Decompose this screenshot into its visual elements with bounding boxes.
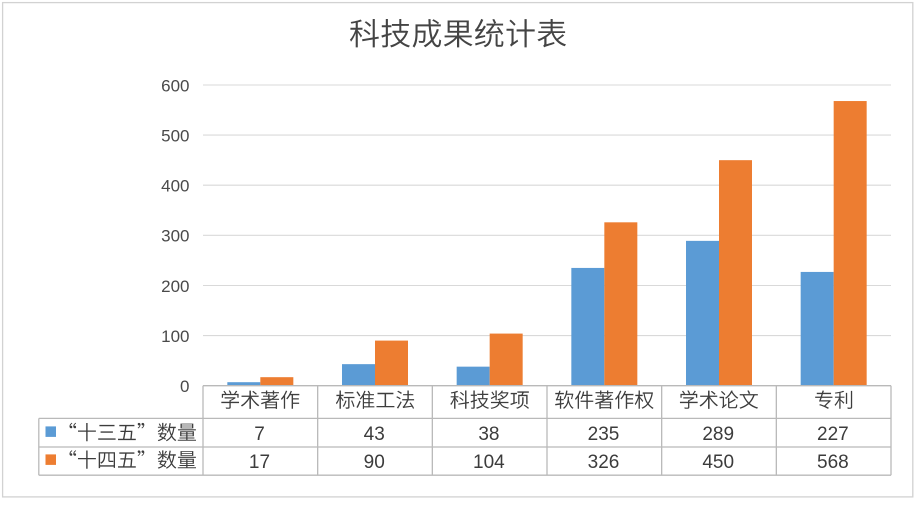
svg-text:600: 600 — [161, 76, 189, 95]
svg-text:104: 104 — [473, 452, 505, 473]
svg-text:200: 200 — [161, 277, 189, 296]
svg-text:400: 400 — [161, 177, 189, 196]
svg-text:43: 43 — [364, 424, 385, 445]
svg-text:568: 568 — [817, 452, 849, 473]
svg-text:289: 289 — [702, 424, 734, 445]
svg-text:500: 500 — [161, 126, 189, 145]
svg-text:90: 90 — [364, 452, 385, 473]
svg-text:235: 235 — [588, 424, 620, 445]
svg-text:326: 326 — [588, 452, 620, 473]
svg-text:227: 227 — [817, 424, 849, 445]
svg-text:450: 450 — [702, 452, 734, 473]
svg-text:100: 100 — [161, 327, 189, 346]
svg-text:300: 300 — [161, 227, 189, 246]
svg-text:0: 0 — [180, 377, 189, 396]
svg-text:38: 38 — [478, 424, 499, 445]
svg-text:17: 17 — [249, 452, 270, 473]
svg-text:7: 7 — [254, 424, 265, 445]
